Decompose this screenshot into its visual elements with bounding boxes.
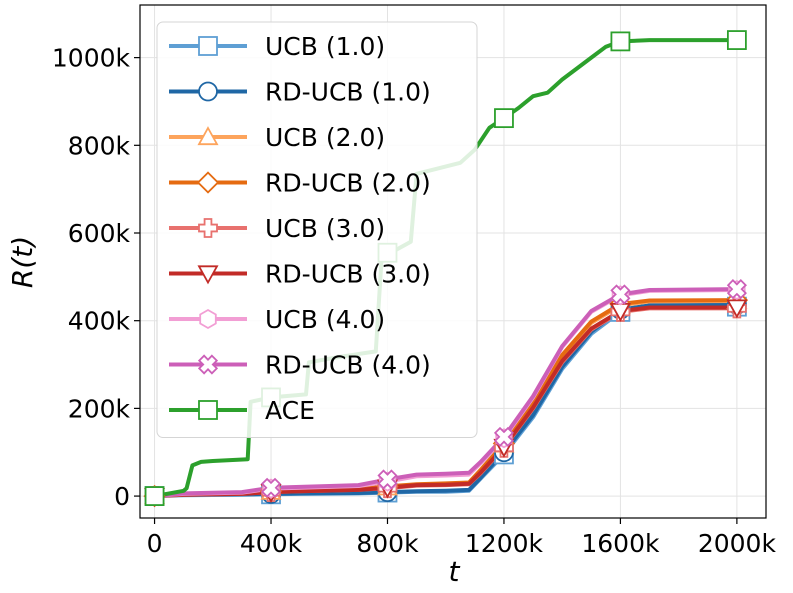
- legend-marker: [196, 171, 220, 194]
- marker-shape: [199, 308, 217, 330]
- legend-marker: [197, 126, 219, 146]
- x-tick-label: 2000k: [698, 529, 777, 558]
- legend-marker: [199, 308, 217, 330]
- data-point-marker: [726, 279, 747, 300]
- x-tick-label: 1200k: [465, 529, 544, 558]
- legend-entry: RD-UCB (2.0): [169, 169, 431, 198]
- legend-label: RD-UCB (2.0): [265, 169, 431, 198]
- y-tick-label: 0: [114, 482, 130, 511]
- legend-label: RD-UCB (3.0): [265, 260, 431, 289]
- legend-label: UCB (4.0): [265, 305, 385, 334]
- marker-shape: [197, 126, 219, 146]
- legend-entry: RD-UCB (3.0): [169, 260, 431, 289]
- x-tick-label: 400k: [240, 529, 303, 558]
- data-point-marker: [610, 284, 631, 305]
- marker-shape: [198, 218, 218, 238]
- marker-shape: [198, 36, 218, 56]
- marker-shape: [726, 279, 747, 300]
- legend-label: UCB (3.0): [265, 214, 385, 243]
- x-tick-label: 800k: [356, 529, 419, 558]
- marker-shape: [726, 299, 748, 319]
- marker-shape: [197, 354, 219, 375]
- legend-label: UCB (1.0): [265, 32, 385, 61]
- marker-shape: [144, 486, 165, 506]
- legend-entry: RD-UCB (4.0): [169, 351, 431, 380]
- x-tick-label: 0: [147, 529, 163, 558]
- x-axis-label: t: [449, 555, 461, 588]
- y-axis-label: R(t): [6, 236, 39, 288]
- legend-label: ACE: [265, 396, 315, 425]
- legend-marker: [197, 354, 219, 375]
- data-point-marker: [494, 108, 514, 129]
- tick-layer: 0 400k 800k 1200k 1600k 2000k 0 200k 400k 600k 800…: [52, 44, 777, 558]
- marker-shape: [377, 469, 398, 490]
- data-point-marker: [610, 31, 631, 52]
- data-point-marker: [726, 299, 748, 319]
- legend-label: RD-UCB (4.0): [265, 351, 431, 380]
- marker-shape: [726, 30, 747, 50]
- y-tick-label: 400k: [68, 307, 131, 336]
- legend-marker: [197, 265, 219, 285]
- marker-shape: [260, 477, 282, 498]
- legend-entry: RD-UCB (1.0): [169, 78, 431, 107]
- legend-entry: UCB (4.0): [169, 305, 385, 334]
- y-tick-label: 1000k: [52, 44, 131, 73]
- marker-shape: [610, 284, 631, 305]
- legend-marker: [198, 81, 218, 102]
- legend-entry: UCB (3.0): [169, 214, 385, 243]
- marker-shape: [196, 171, 220, 194]
- marker-shape: [493, 426, 514, 447]
- y-tick-label: 800k: [68, 131, 131, 160]
- legend-box: [156, 21, 478, 438]
- legend-marker: [198, 36, 218, 56]
- y-tick-label: 200k: [68, 394, 131, 423]
- data-point-marker: [260, 477, 282, 498]
- plot-frame: [139, 4, 767, 519]
- y-tick-label: 600k: [68, 219, 131, 248]
- marker-shape: [198, 81, 218, 102]
- marker-shape: [610, 31, 631, 52]
- x-tick-label: 1600k: [581, 529, 660, 558]
- plot-border: [139, 4, 767, 519]
- marker-shape: [198, 400, 218, 420]
- legend-marker: [198, 400, 218, 420]
- marker-shape: [494, 108, 514, 129]
- marker-shape: [197, 265, 219, 285]
- legend: UCB (1.0) RD-UCB (1.0) UCB (2.0) RD-UCB (2.…: [156, 21, 478, 438]
- legend-entry: UCB (2.0): [169, 123, 385, 152]
- legend-entry: ACE: [169, 396, 315, 425]
- data-point-marker: [493, 426, 514, 447]
- data-point-marker: [726, 30, 747, 50]
- legend-entry: UCB (1.0): [169, 32, 385, 61]
- legend-marker: [198, 218, 218, 238]
- data-point-marker: [377, 469, 398, 490]
- legend-label: RD-UCB (1.0): [265, 78, 431, 107]
- data-point-marker: [144, 486, 165, 506]
- legend-label: UCB (2.0): [265, 123, 385, 152]
